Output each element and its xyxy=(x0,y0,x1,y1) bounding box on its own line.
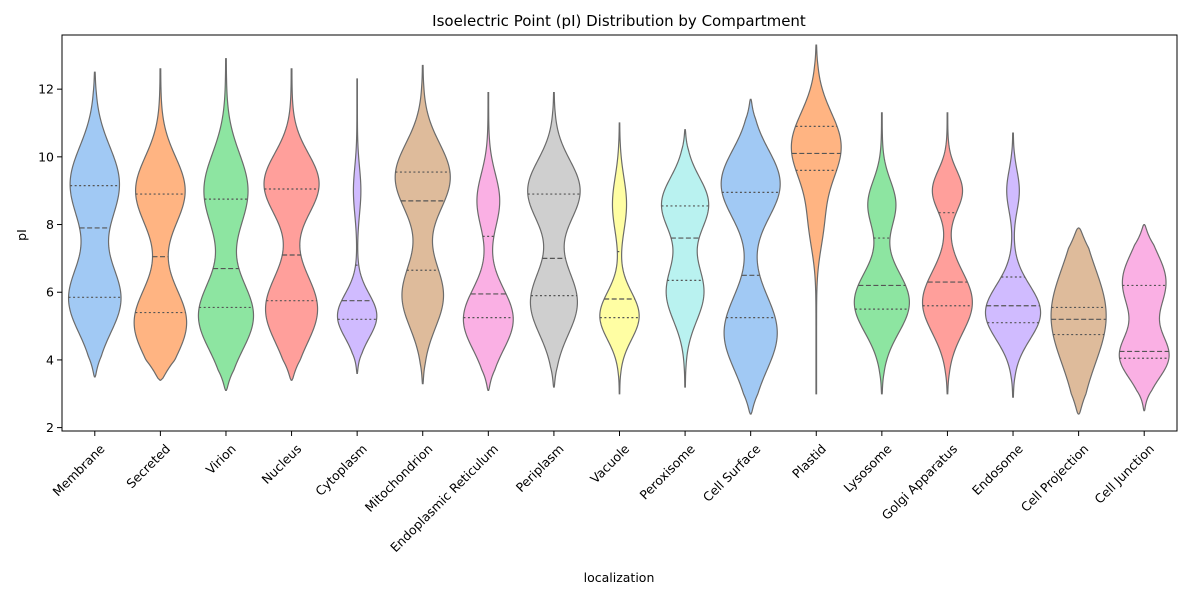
x-tick-label: Membrane xyxy=(50,441,108,499)
violin-secreted xyxy=(133,68,188,381)
x-tick-label: Cytoplasm xyxy=(312,441,370,499)
violin-vacuole xyxy=(599,122,640,395)
x-tick-label: Plastid xyxy=(789,441,829,481)
x-tick-label: Vacuole xyxy=(587,441,632,486)
x-tick-label: Secreted xyxy=(123,441,173,491)
x-axis-label: localization xyxy=(584,570,655,585)
violin-plastid xyxy=(790,44,842,395)
violin-endosome xyxy=(984,132,1042,398)
violin-endoplasmic-reticulum xyxy=(462,91,514,391)
violin-virion xyxy=(197,58,255,391)
violin-cytoplasm xyxy=(336,78,378,375)
y-axis-label: pI xyxy=(14,229,29,241)
violin-cell-projection xyxy=(1050,227,1107,415)
violin-nucleus xyxy=(263,68,320,381)
y-tick-label: 6 xyxy=(46,285,54,300)
violin-membrane xyxy=(67,71,122,378)
x-tick-label: Peroxisome xyxy=(636,441,698,503)
violin-cell-surface xyxy=(720,98,781,415)
violin-periplasm xyxy=(527,91,581,388)
plot-frame xyxy=(61,34,1178,432)
x-tick-label: Cell Projection xyxy=(1018,441,1092,515)
y-tick-label: 8 xyxy=(46,217,54,232)
x-tick-label: Cell Surface xyxy=(700,441,764,505)
plot-area xyxy=(67,44,1170,415)
x-tick-label: Periplasm xyxy=(513,441,567,495)
x-tick-label: Endosome xyxy=(969,441,1026,498)
y-tick-label: 10 xyxy=(38,149,54,164)
x-tick-label: Cell Junction xyxy=(1091,441,1157,507)
x-tick-label: Virion xyxy=(203,441,239,477)
x-axis: Membrane Secreted Virion Nucleus CytoplasmMi… xyxy=(50,431,1157,555)
y-axis: 2 4 6 8 10 12 xyxy=(38,82,62,435)
violin-mitochondrion xyxy=(394,64,451,385)
x-tick-label: Nucleus xyxy=(259,441,305,487)
x-tick-label: Lysosome xyxy=(841,441,895,495)
y-tick-label: 2 xyxy=(46,420,54,435)
violin-peroxisome xyxy=(660,129,710,388)
y-tick-label: 12 xyxy=(38,82,54,97)
violin-golgi-apparatus xyxy=(921,112,973,395)
violin-cell-junction xyxy=(1118,223,1170,412)
violin-lysosome xyxy=(853,112,911,395)
x-tick-label: Endoplasmic Reticulum xyxy=(387,441,501,555)
y-tick-label: 4 xyxy=(46,352,54,367)
x-tick-label: Mitochondrion xyxy=(362,441,436,515)
chart-title: Isoelectric Point (pI) Distribution by C… xyxy=(432,12,806,30)
